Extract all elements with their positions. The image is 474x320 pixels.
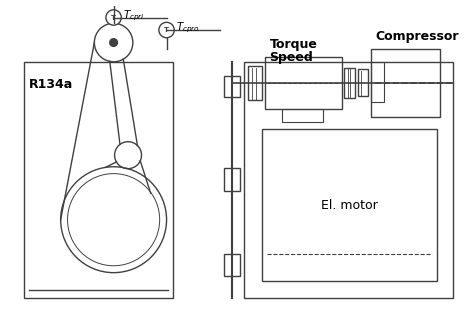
Bar [224, 168, 240, 191]
Text: R134a: R134a [29, 78, 73, 92]
Bar [282, 109, 322, 123]
Circle shape [110, 39, 118, 46]
Circle shape [159, 22, 174, 38]
Text: $T_{cpro}$: $T_{cpro}$ [176, 21, 200, 35]
Bar [248, 66, 262, 100]
Bar [371, 62, 384, 102]
Bar [244, 62, 454, 298]
Text: T: T [164, 27, 169, 33]
Circle shape [106, 10, 121, 25]
Bar [265, 57, 342, 109]
Bar [358, 69, 368, 96]
Bar [24, 62, 173, 298]
Text: Torque: Torque [270, 38, 318, 51]
Bar [224, 254, 240, 276]
Bar [344, 68, 356, 98]
Text: El. motor: El. motor [321, 199, 378, 212]
Text: Compressor: Compressor [375, 30, 459, 43]
Text: Speed: Speed [270, 52, 313, 64]
Text: $T_{cpri}$: $T_{cpri}$ [123, 8, 145, 23]
Bar [224, 76, 240, 97]
Bar [371, 49, 440, 117]
Bar [262, 129, 437, 281]
Text: T: T [111, 14, 116, 20]
